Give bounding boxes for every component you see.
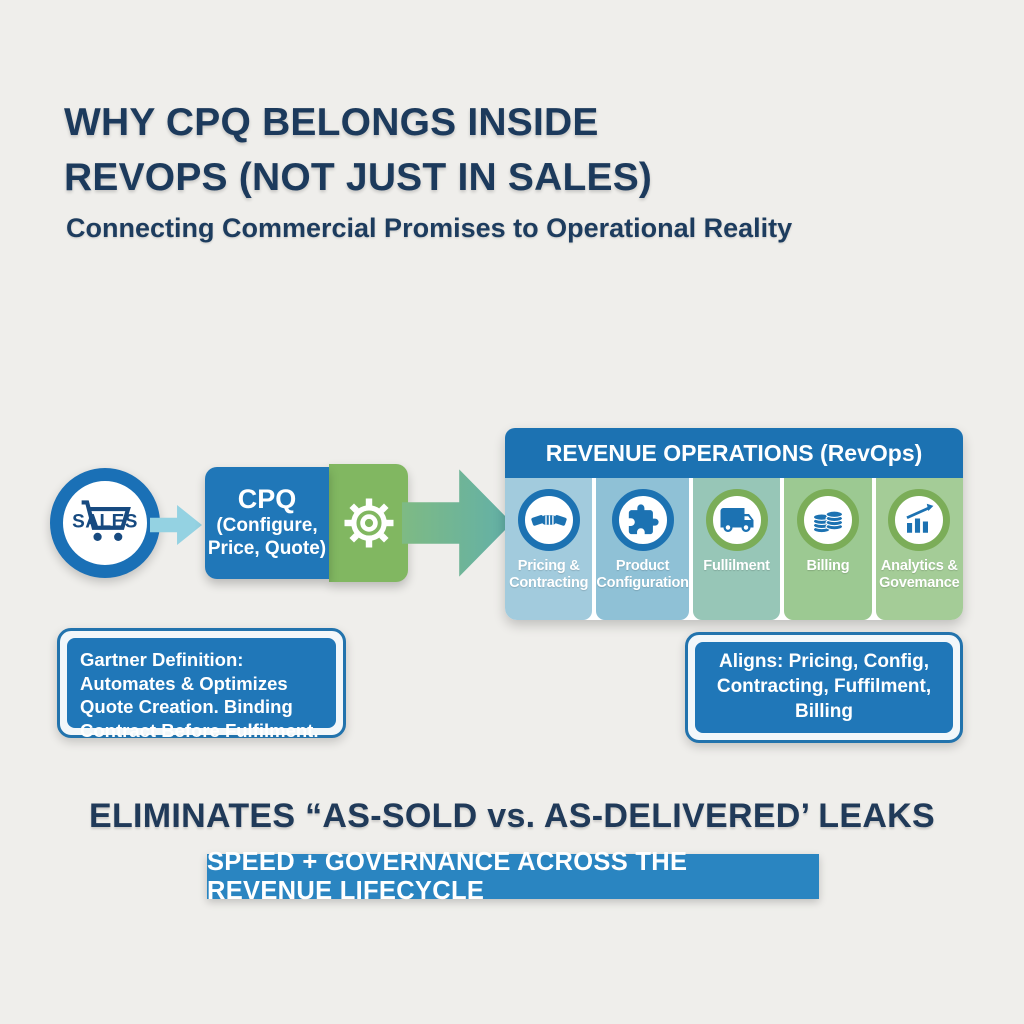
revops-panel-title: REVENUE OPERATIONS (RevOps) xyxy=(505,428,963,478)
gear-icon xyxy=(344,498,393,548)
revops-columns: Pricing & Contracting Product Configurat… xyxy=(505,478,963,620)
fulfilment-circle xyxy=(705,489,768,551)
cpq-box-subtitle: (Configure, Price, Quote) xyxy=(207,515,327,559)
page-title-line1: WHY CPQ BELONGS INSIDE xyxy=(64,101,599,144)
aligns-lead: Aligns: xyxy=(718,651,784,673)
sales-badge: SALES xyxy=(50,468,160,578)
revops-column-label: Analytics & Govemance xyxy=(879,558,960,592)
billing-circle xyxy=(796,489,859,551)
revops-column-analytics-governance: Analytics & Govemance xyxy=(875,478,963,620)
revops-column-billing: Billing xyxy=(784,478,872,620)
gartner-definition-body: Automates & Optimizes Quote Creation. Bi… xyxy=(80,672,319,742)
page-title-line2: REVOPS (NOT JUST IN SALES) xyxy=(64,155,653,199)
page-title: WHY CPQ BELONGS INSIDE REVOPS (NOT JUST … xyxy=(64,96,652,205)
truck-icon xyxy=(720,508,754,532)
cpq-box: CPQ (Configure, Price, Quote) xyxy=(205,467,329,579)
revops-column-fulfilment: Fullilment xyxy=(692,478,781,620)
shopping-cart-icon xyxy=(81,500,131,541)
coins-icon xyxy=(812,510,844,534)
pricing-contracting-circle xyxy=(517,489,580,551)
flow-big-arrow-icon xyxy=(402,469,512,577)
aligns-text: Aligns: Pricing, Config, Contracting, Fu… xyxy=(695,642,953,733)
handshake-icon xyxy=(531,515,567,526)
aligns-body: Pricing, Config, Contracting, Fuffilment… xyxy=(716,651,932,722)
bar-chart-icon xyxy=(906,503,934,533)
sales-label: SALES xyxy=(72,511,138,533)
footer-headline: ELIMINATES “AS-SOLD vs. AS-DELIVERED’ LE… xyxy=(89,797,935,835)
aligns-callout: Aligns: Pricing, Config, Contracting, Fu… xyxy=(685,632,963,743)
product-configuration-circle xyxy=(611,489,674,551)
cpq-box-title: CPQ xyxy=(237,484,297,515)
analytics-governance-circle xyxy=(888,489,951,551)
page-subtitle: Connecting Commercial Promises to Operat… xyxy=(66,213,793,243)
revops-column-label: Product Configuration xyxy=(596,558,689,592)
gartner-definition-lead: Gartner Definition: xyxy=(80,649,244,670)
gear-box xyxy=(329,464,408,582)
revops-column-product-configuration: Product Configuration xyxy=(596,478,689,620)
gartner-definition-callout: Gartner Definition: Automates & Optimize… xyxy=(57,628,346,741)
footer-banner: SPEED + GOVERNANCE ACROSS THE REVENUE LI… xyxy=(207,848,819,905)
revops-column-label: Fullilment xyxy=(703,558,770,574)
revops-column-label: Billing xyxy=(806,558,850,574)
revops-column-label: Pricing & Contracting xyxy=(509,558,589,592)
revops-panel: REVENUE OPERATIONS (RevOps) xyxy=(505,428,963,620)
aligns-text-inner: Aligns: Pricing, Config, Contracting, Fu… xyxy=(707,650,941,724)
revops-column-pricing-contracting: Pricing & Contracting xyxy=(505,478,593,620)
gartner-definition-text: Gartner Definition: Automates & Optimize… xyxy=(67,638,336,741)
puzzle-icon xyxy=(628,504,659,535)
